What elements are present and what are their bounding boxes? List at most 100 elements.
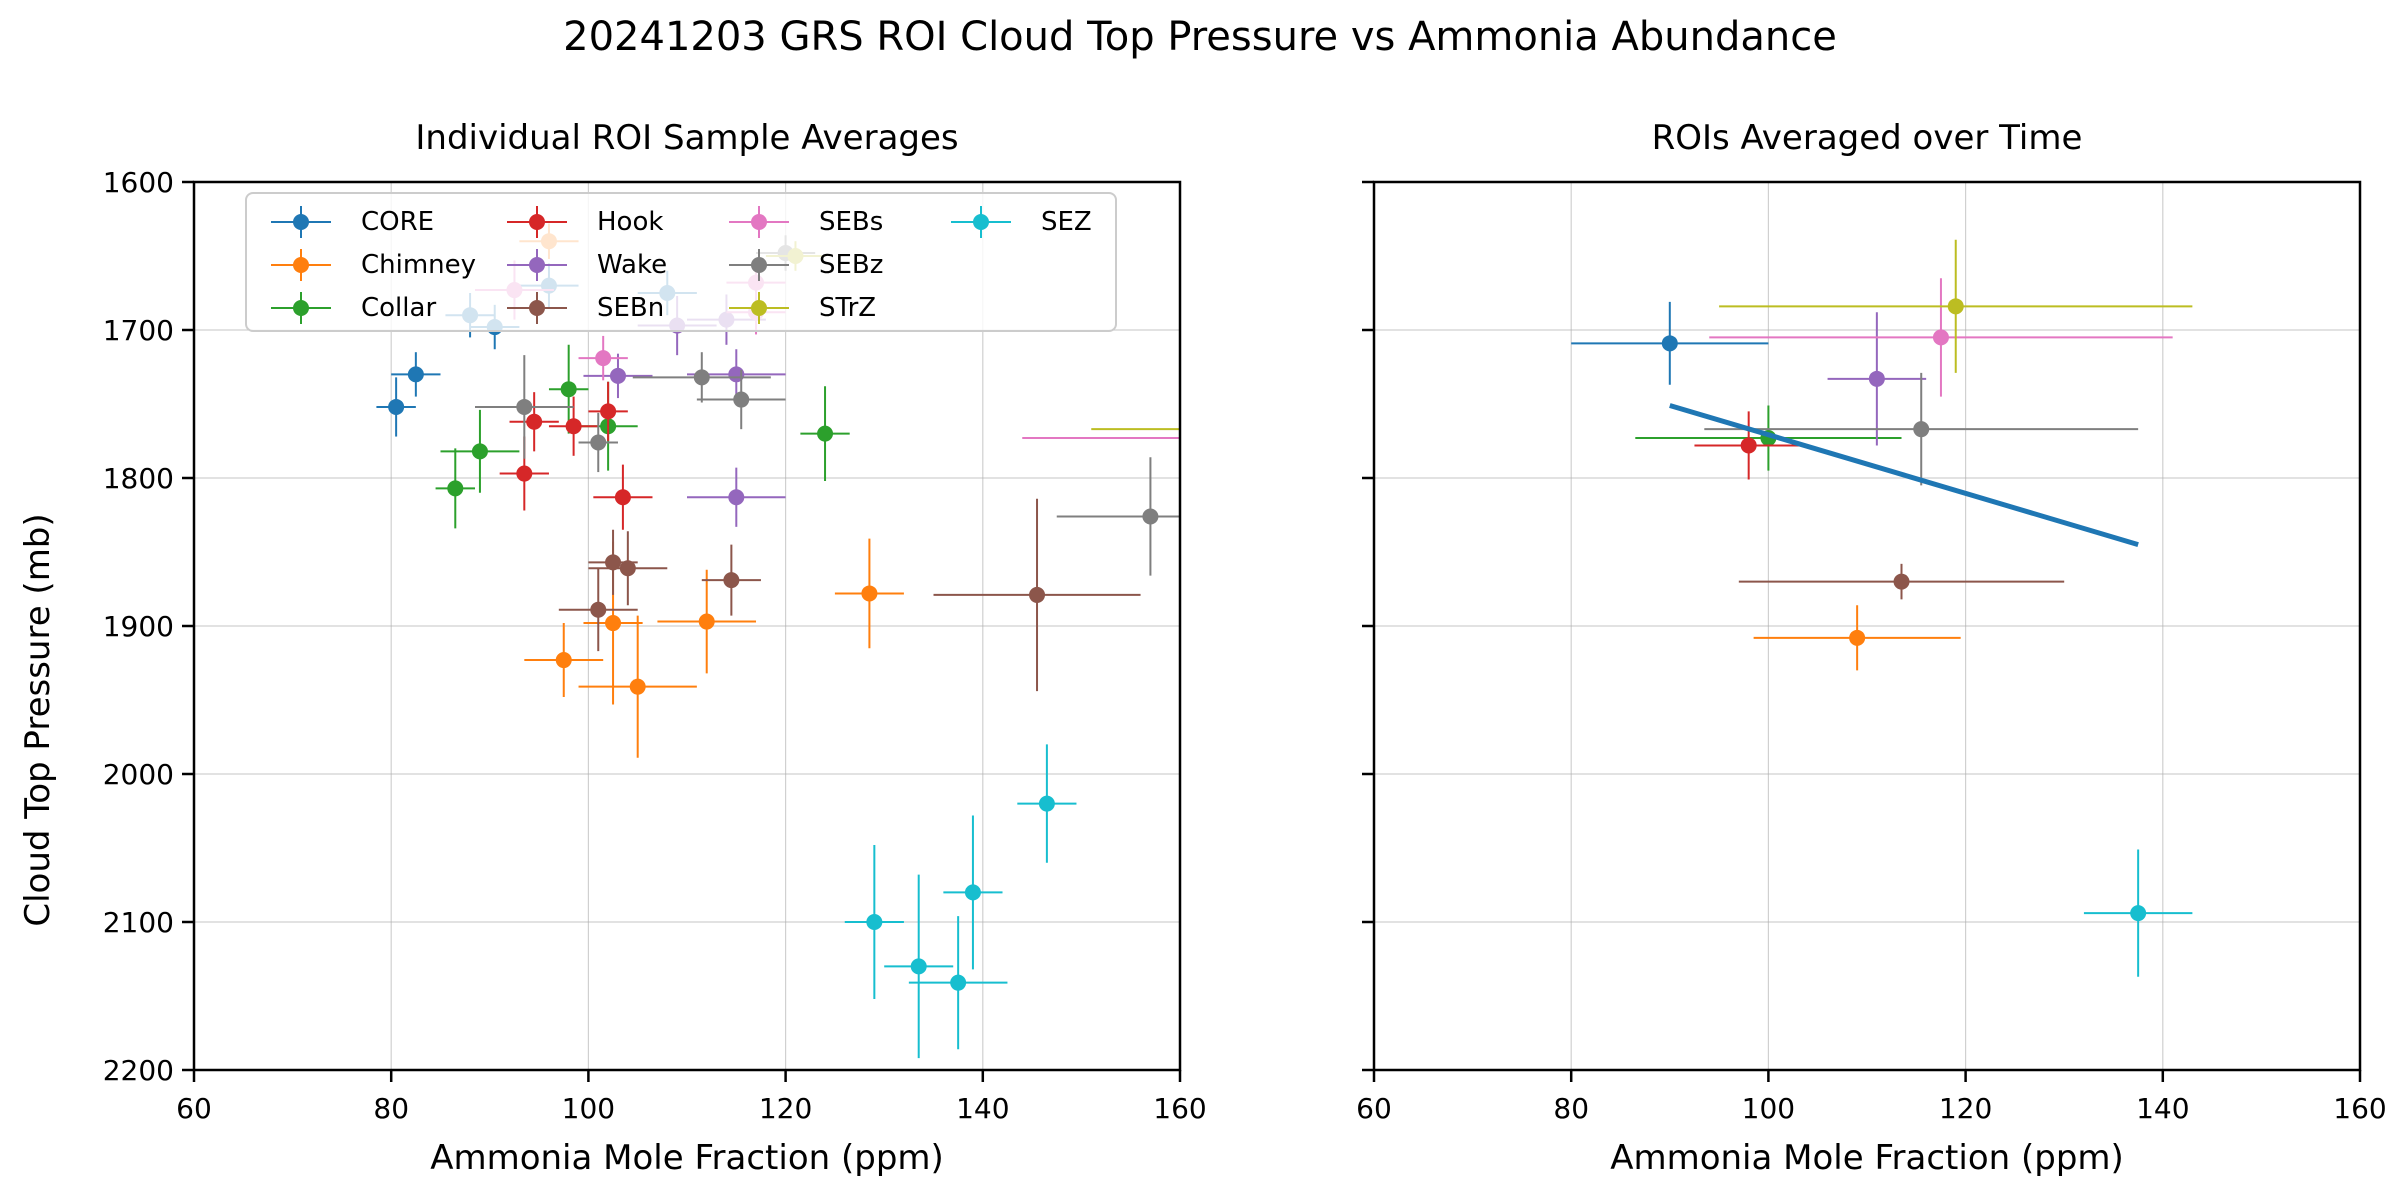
left-point-Chimney — [555, 652, 572, 669]
right-grid — [1373, 181, 2361, 1071]
legend-label: SEBz — [819, 250, 884, 280]
left-point-SEZ — [1038, 795, 1055, 812]
legend-item-chimney: Chimney — [271, 245, 476, 285]
left-y-tick-label: 2000 — [103, 758, 174, 791]
legend-item-sebn: SEBn — [507, 288, 664, 328]
left-point-STrZ — [1221, 421, 1237, 437]
legend-marker-icon — [507, 206, 567, 238]
left-point-Collar — [471, 443, 488, 460]
right-x-tick-label: 120 — [1939, 1092, 1992, 1125]
left-x-axis-label: Ammonia Mole Fraction (ppm) — [430, 1138, 944, 1178]
legend-marker-icon — [951, 206, 1011, 238]
right-x-axis-label: Ammonia Mole Fraction (ppm) — [1610, 1138, 2124, 1178]
legend-marker-icon — [507, 292, 567, 324]
right-point-Chimney — [1849, 629, 1866, 646]
right-x-tick-label: 100 — [1742, 1092, 1795, 1125]
right-point-SEBz — [1913, 421, 1930, 438]
left-point-Wake — [609, 367, 626, 384]
legend-item-collar: Collar — [271, 288, 436, 328]
left-x-tick-label: 160 — [1153, 1092, 1206, 1125]
left-point-Hook — [565, 418, 582, 435]
left-point-SEBz — [516, 398, 533, 415]
legend-label: SEBn — [597, 293, 665, 323]
legend-label: Chimney — [361, 250, 477, 280]
right-point-Hook — [1740, 437, 1757, 454]
left-point-SEZ — [910, 958, 927, 975]
left-y-tick-label: 1800 — [103, 462, 174, 495]
legend-item-strz: STrZ — [729, 288, 876, 328]
left-y-tick-label: 1700 — [103, 314, 174, 347]
legend: CORE Chimney Collar Hook Wake SEBn SEBs SEBz STr… — [245, 192, 1117, 332]
right-point-Wake — [1868, 370, 1885, 387]
left-x-tick-label: 80 — [373, 1092, 409, 1125]
left-point-Chimney — [861, 585, 878, 602]
left-point-SEBn — [723, 572, 740, 589]
right-x-tick-label: 80 — [1553, 1092, 1589, 1125]
left-y-tick-label: 1600 — [103, 166, 174, 199]
left-point-CORE — [407, 366, 424, 383]
fit-line — [1669, 403, 2139, 547]
left-y-tick-label: 2200 — [103, 1054, 174, 1087]
left-point-Wake — [728, 489, 745, 506]
left-point-CORE — [388, 398, 405, 415]
left-point-SEBn — [590, 601, 607, 618]
left-point-Hook — [600, 403, 617, 420]
left-y-tick-label: 1900 — [103, 610, 174, 643]
right-x-tick-label: 60 — [1356, 1092, 1392, 1125]
legend-item-wake: Wake — [507, 245, 667, 285]
legend-label: Wake — [597, 250, 668, 280]
left-point-Hook — [614, 489, 631, 506]
legend-label: STrZ — [819, 293, 877, 323]
legend-label: SEBs — [819, 207, 884, 237]
right-point-STrZ — [1947, 298, 1964, 315]
legend-item-sez: SEZ — [951, 202, 1092, 242]
legend-marker-icon — [729, 249, 789, 281]
figure-suptitle: 20241203 GRS ROI Cloud Top Pressure vs A… — [563, 14, 1837, 60]
left-point-SEZ — [964, 884, 981, 901]
left-x-tick-label: 100 — [562, 1092, 615, 1125]
left-point-SEBn — [605, 554, 622, 571]
left-point-Hook — [516, 465, 533, 482]
left-point-SEBz — [590, 434, 607, 451]
left-point-SEBn — [619, 560, 636, 577]
legend-label: Hook — [597, 207, 664, 237]
left-panel-title: Individual ROI Sample Averages — [415, 118, 959, 158]
right-point-SEBs — [1932, 329, 1949, 346]
left-point-Chimney — [605, 615, 622, 632]
left-point-SEBz — [693, 369, 710, 386]
left-point-Collar — [817, 425, 834, 442]
left-point-Collar — [447, 480, 464, 497]
left-point-SEBs — [1221, 430, 1237, 446]
right-point-SEZ — [2130, 905, 2147, 922]
right-panel-title: ROIs Averaged over Time — [1651, 118, 2083, 158]
right-panel: 60 80 100 120 140 160 — [1356, 180, 2387, 1125]
left-x-tick-label: 140 — [956, 1092, 1009, 1125]
left-point-SEZ — [950, 974, 967, 991]
legend-marker-icon — [271, 249, 331, 281]
left-point-SEBz — [733, 391, 750, 408]
legend-item-core: CORE — [271, 202, 434, 242]
left-point-Collar — [560, 381, 577, 398]
left-point-SEBz — [1142, 508, 1159, 525]
left-point-SEZ — [866, 914, 883, 930]
right-x-tick-label: 160 — [2333, 1092, 2386, 1125]
legend-item-sebs: SEBs — [729, 202, 883, 242]
left-point-SEBs — [595, 350, 612, 367]
right-x-tick-label: 140 — [2136, 1092, 2189, 1125]
left-x-tick-label: 120 — [759, 1092, 812, 1125]
right-point-CORE — [1661, 335, 1678, 352]
left-point-Hook — [526, 413, 543, 430]
legend-label: Collar — [361, 293, 437, 323]
left-point-Chimney — [698, 613, 715, 630]
legend-marker-icon — [507, 249, 567, 281]
legend-label: CORE — [361, 207, 435, 237]
legend-marker-icon — [729, 206, 789, 238]
left-point-Chimney — [629, 678, 646, 695]
left-y-tick-label: 2100 — [103, 906, 174, 939]
right-data — [1571, 239, 2193, 977]
left-point-SEBn — [1029, 586, 1046, 603]
legend-label: SEZ — [1041, 207, 1092, 237]
left-y-axis-label: Cloud Top Pressure (mb) — [18, 513, 58, 927]
legend-marker-icon — [271, 206, 331, 238]
